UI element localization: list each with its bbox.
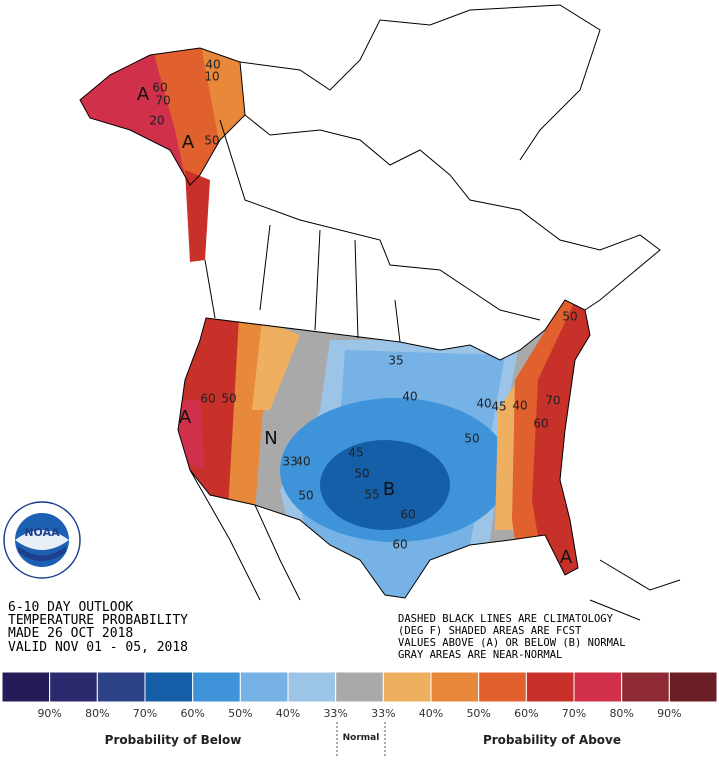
header-line: TEMPERATURE PROBABILITY: [8, 613, 188, 628]
legend-label: 90%: [37, 707, 61, 720]
legend-above: Probability of Above: [483, 733, 621, 747]
map-label: 60: [152, 81, 167, 95]
legend: Probability of Below Normal Probability …: [1, 671, 718, 758]
legend-label: 50%: [466, 707, 490, 720]
legend-swatch: [1, 671, 51, 703]
map-label: 50: [221, 392, 236, 406]
header-line: MADE 26 OCT 2018: [8, 626, 133, 641]
bc-coast: [185, 170, 210, 262]
legend-swatch: [49, 671, 98, 703]
legend-normal: Normal: [343, 733, 380, 743]
map-label: 40: [295, 455, 310, 469]
legend-swatch: [525, 671, 575, 703]
legend-label: 33%: [323, 707, 347, 720]
map-label: 60: [200, 392, 215, 406]
map-label: A: [560, 547, 573, 568]
logo-text: NOAA: [24, 526, 60, 539]
map: [79, 4, 681, 621]
legend-swatch: [239, 671, 289, 703]
map-label: 40: [402, 390, 417, 404]
map-label: 50: [354, 467, 369, 481]
map-label: 50: [298, 489, 313, 503]
map-label: 60: [533, 417, 548, 431]
legend-label: 90%: [657, 707, 681, 720]
map-notes: DASHED BLACK LINES ARE CLIMATOLOGY (DEG …: [398, 613, 626, 661]
noaa-logo: NOAA: [3, 501, 81, 579]
legend-label: 70%: [133, 707, 157, 720]
legend-swatch: [287, 671, 337, 703]
map-label: 10: [204, 70, 219, 84]
legend-label: 33%: [371, 707, 395, 720]
legend-label: 60%: [180, 707, 204, 720]
map-label: 50: [562, 310, 577, 324]
alaska-shading: [80, 48, 245, 185]
note-line: GRAY AREAS ARE NEAR-NORMAL: [398, 649, 562, 661]
legend-swatch: [621, 671, 670, 703]
map-label: 70: [155, 94, 170, 108]
header-line: 6-10 DAY OUTLOOK: [8, 600, 133, 615]
map-label: 20: [149, 114, 164, 128]
map-label: 55: [364, 488, 379, 502]
legend-label: 80%: [85, 707, 109, 720]
outlook-header: 6-10 DAY OUTLOOK TEMPERATURE PROBABILITY…: [8, 600, 188, 655]
note-line: VALUES ABOVE (A) OR BELOW (B) NORMAL: [398, 637, 626, 649]
legend-swatch: [192, 671, 241, 703]
us-shading: [178, 300, 590, 598]
legend-swatch: [144, 671, 194, 703]
map-label: 45: [348, 446, 363, 460]
legend-swatch: [478, 671, 527, 703]
legend-swatch: [430, 671, 480, 703]
legend-swatch: [573, 671, 623, 703]
map-label: 40: [512, 399, 527, 413]
legend-swatch: [96, 671, 146, 703]
map-label: N: [264, 428, 277, 449]
map-label: 45: [491, 400, 506, 414]
legend-swatch: [335, 671, 384, 703]
map-label: A: [182, 132, 195, 153]
map-label: 35: [388, 354, 403, 368]
legend-swatch: [668, 671, 718, 703]
map-label: 40: [205, 58, 220, 72]
legend-label: 80%: [609, 707, 633, 720]
map-label: B: [383, 479, 395, 500]
map-label: 33: [282, 455, 297, 469]
legend-swatch: [382, 671, 432, 703]
map-label: 70: [545, 394, 560, 408]
map-label: 60: [392, 538, 407, 552]
header-line: VALID NOV 01 - 05, 2018: [8, 640, 188, 655]
map-label: 40: [476, 397, 491, 411]
map-label: A: [137, 84, 150, 105]
legend-label: 50%: [228, 707, 252, 720]
map-label: 60: [400, 508, 415, 522]
legend-label: 60%: [514, 707, 538, 720]
legend-label: 40%: [419, 707, 443, 720]
note-line: (DEG F) SHADED AREAS ARE FCST: [398, 625, 582, 637]
map-label: 50: [464, 432, 479, 446]
map-label: 50: [204, 134, 219, 148]
note-line: DASHED BLACK LINES ARE CLIMATOLOGY: [398, 613, 614, 625]
legend-below: Probability of Below: [105, 733, 242, 747]
legend-label: 40%: [276, 707, 300, 720]
map-label: A: [179, 407, 192, 428]
legend-label: 70%: [562, 707, 586, 720]
